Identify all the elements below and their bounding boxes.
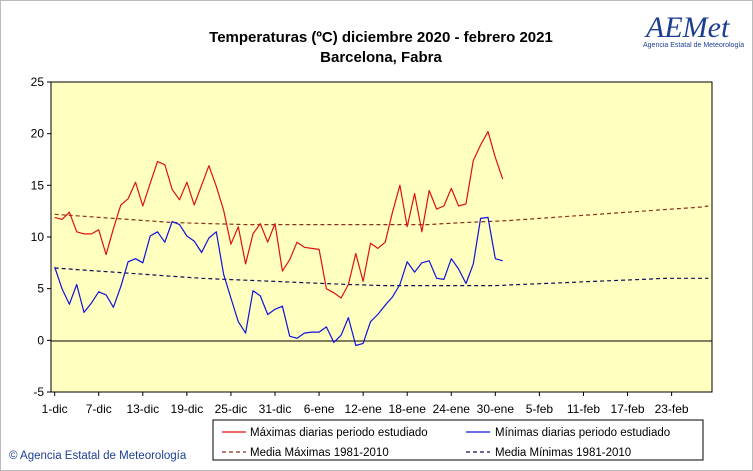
y-tick-label: 20 <box>31 127 45 141</box>
y-tick-label: 10 <box>31 230 45 244</box>
chart-subtitle: Barcelona, Fabra <box>320 49 442 66</box>
x-tick-label: 24-ene <box>433 402 471 416</box>
legend-label-mean-max: Media Máximas 1981-2010 <box>250 447 389 459</box>
series-min-line <box>54 216 503 347</box>
y-tick-label: 0 <box>37 333 44 347</box>
x-tick-label: 18-ene <box>389 402 427 416</box>
legend-label-max: Máximas diarias periodo estudiado <box>250 427 428 439</box>
legend-label-min: Mínimas diarias periodo estudiado <box>495 427 670 439</box>
y-tick-label: 15 <box>31 178 45 192</box>
copyright-text: © Agencia Estatal de Meteorología <box>9 450 187 462</box>
x-tick-label: 6-ene <box>304 402 335 416</box>
x-tick-label: 7-dic <box>86 402 112 416</box>
chart-title: Temperaturas (ºC) diciembre 2020 - febre… <box>209 29 553 46</box>
y-tick-label: -5 <box>33 385 44 399</box>
x-tick-label: 31-dic <box>259 402 292 416</box>
legend-box <box>212 419 704 461</box>
x-tick-label: 17-feb <box>611 402 645 416</box>
x-tick-label: 12-ene <box>344 402 382 416</box>
y-axis: -5 0 5 10 15 20 25 <box>31 75 51 399</box>
legend-item-mean-min: Media Mínimas 1981-2010 <box>466 447 631 459</box>
x-axis: 1-dic 7-dic 13-dic 19-dic 25-dic 31-dic 6-ene 1… <box>42 392 689 416</box>
x-tick-label: 30-ene <box>477 402 515 416</box>
x-tick-label: 5-feb <box>526 402 554 416</box>
legend-item-max: Máximas diarias periodo estudiado <box>222 427 428 439</box>
x-tick-label: 23-feb <box>655 402 689 416</box>
legend-item-min: Mínimas diarias periodo estudiado <box>466 427 670 439</box>
x-tick-label: 13-dic <box>126 402 159 416</box>
x-tick-label: 11-feb <box>567 402 600 416</box>
x-tick-label: 25-dic <box>215 402 248 416</box>
legend-item-mean-max: Media Máximas 1981-2010 <box>222 447 389 459</box>
y-tick-label: 5 <box>37 282 44 296</box>
series-max-line <box>54 131 504 299</box>
aemet-logo-text: AEMet <box>644 11 730 44</box>
legend-label-mean-min: Media Mínimas 1981-2010 <box>495 447 631 459</box>
legend: Máximas diarias periodo estudiado Mínima… <box>212 419 704 461</box>
y-tick-label: 25 <box>31 75 45 89</box>
x-tick-label: 1-dic <box>42 402 68 416</box>
aemet-logo-subtitle: Agencia Estatal de Meteorología <box>643 42 744 49</box>
x-tick-label: 19-dic <box>171 402 204 416</box>
aemet-logo: AEMet Agencia Estatal de Meteorología <box>643 11 744 49</box>
series-layer <box>54 131 709 347</box>
